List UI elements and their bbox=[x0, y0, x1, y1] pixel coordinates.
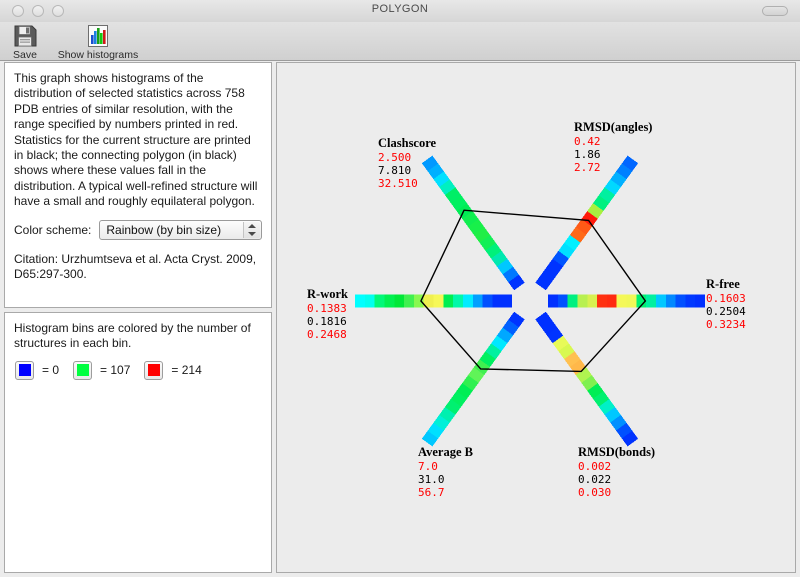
axis-value-R_free-max: 0.3234 bbox=[706, 318, 746, 331]
description-text: This graph shows histograms of the distr… bbox=[14, 71, 258, 209]
spoke-Average_B bbox=[421, 311, 525, 447]
window-title: POLYGON bbox=[371, 3, 429, 15]
color-swatch bbox=[18, 364, 31, 377]
legend-label-high: = 214 bbox=[171, 363, 202, 378]
axis-value-Average_B-current: 31.0 bbox=[418, 473, 445, 486]
axis-value-RMSD_bonds-max: 0.030 bbox=[578, 486, 611, 499]
axis-value-RMSD_bonds-current: 0.022 bbox=[578, 473, 611, 486]
axis-value-Clashscore-max: 32.510 bbox=[378, 177, 418, 190]
axis-label-Average_B: Average B bbox=[418, 445, 473, 459]
floppy-disk-icon bbox=[14, 25, 37, 47]
minimize-button[interactable] bbox=[32, 5, 44, 17]
spoke-Clashscore bbox=[421, 155, 525, 291]
legend-swatch-high bbox=[144, 360, 164, 380]
axis-value-R_free-current: 0.2504 bbox=[706, 305, 746, 318]
legend-panel: Histogram bins are colored by the number… bbox=[4, 312, 272, 573]
color-swatch bbox=[76, 364, 89, 377]
polygon-chart: Clashscore2.5007.81032.510RMSD(angles)0.… bbox=[307, 120, 746, 499]
axis-value-Average_B-max: 56.7 bbox=[418, 486, 445, 499]
spoke-R_free bbox=[548, 294, 705, 308]
color-scheme-label: Color scheme: bbox=[14, 222, 92, 237]
window-traffic-lights bbox=[12, 5, 64, 17]
axis-value-Clashscore-current: 7.810 bbox=[378, 164, 411, 177]
citation-text: Citation: Urzhumtseva et al. Acta Cryst.… bbox=[14, 251, 257, 282]
axis-value-R_work-max: 0.2468 bbox=[307, 328, 347, 341]
axis-label-R_work: R-work bbox=[307, 287, 348, 301]
polygon-graph-area[interactable]: Clashscore 2.500 7.810 32.510 RMSD(angles) 0.… bbox=[276, 62, 796, 573]
zoom-button[interactable] bbox=[52, 5, 64, 17]
color-scheme-select[interactable]: Rainbow (by bin size) bbox=[99, 219, 262, 240]
axis-value-R_work-current: 0.1816 bbox=[307, 315, 347, 328]
axis-value-RMSD_angles-current: 1.86 bbox=[574, 148, 601, 161]
axis-label-RMSD_angles: RMSD(angles) bbox=[574, 120, 652, 134]
axis-label-RMSD_bonds: RMSD(bonds) bbox=[578, 445, 655, 459]
legend-label-mid: = 107 bbox=[100, 363, 131, 378]
bar-chart-icon bbox=[88, 25, 108, 47]
axis-value-Clashscore-min: 2.500 bbox=[378, 151, 411, 164]
chevron-updown-icon[interactable] bbox=[243, 221, 260, 238]
axis-label-R_free: R-free bbox=[706, 277, 740, 291]
legend-swatch-mid bbox=[73, 360, 93, 380]
color-swatch bbox=[147, 364, 160, 377]
show-histograms-button-label: Show histograms bbox=[57, 49, 139, 61]
legend-label-low: = 0 bbox=[42, 363, 60, 378]
spoke-RMSD_angles bbox=[535, 155, 639, 291]
axis-value-R_work-min: 0.1383 bbox=[307, 302, 347, 315]
axis-value-Average_B-min: 7.0 bbox=[418, 460, 438, 473]
axis-value-RMSD_angles-max: 2.72 bbox=[574, 161, 601, 174]
show-histograms-button[interactable]: Show histograms bbox=[52, 24, 144, 61]
connecting-polygon bbox=[420, 209, 647, 373]
legend-entries: = 0 = 107 = 214 bbox=[15, 360, 271, 380]
axis-value-RMSD_angles-min: 0.42 bbox=[574, 135, 601, 148]
color-scheme-row: Color scheme: Rainbow (by bin size) bbox=[14, 219, 262, 240]
axis-value-RMSD_bonds-min: 0.002 bbox=[578, 460, 611, 473]
axis-value-R_free-min: 0.1603 bbox=[706, 292, 746, 305]
toolbar-toggle-button[interactable] bbox=[762, 6, 788, 16]
close-button[interactable] bbox=[12, 5, 24, 17]
spoke-R_work bbox=[355, 294, 512, 308]
main-toolbar: Save Show histograms bbox=[0, 22, 800, 61]
legend-swatch-low bbox=[15, 360, 34, 380]
save-button[interactable]: Save bbox=[4, 24, 46, 61]
legend-description: Histogram bins are colored by the number… bbox=[14, 321, 251, 351]
window-titlebar: POLYGON bbox=[0, 0, 800, 23]
axis-label-Clashscore: Clashscore bbox=[378, 136, 437, 150]
description-panel: This graph shows histograms of the distr… bbox=[4, 62, 272, 308]
save-button-label: Save bbox=[13, 49, 37, 61]
color-scheme-value: Rainbow (by bin size) bbox=[106, 222, 222, 237]
spoke-RMSD_bonds bbox=[535, 311, 639, 447]
